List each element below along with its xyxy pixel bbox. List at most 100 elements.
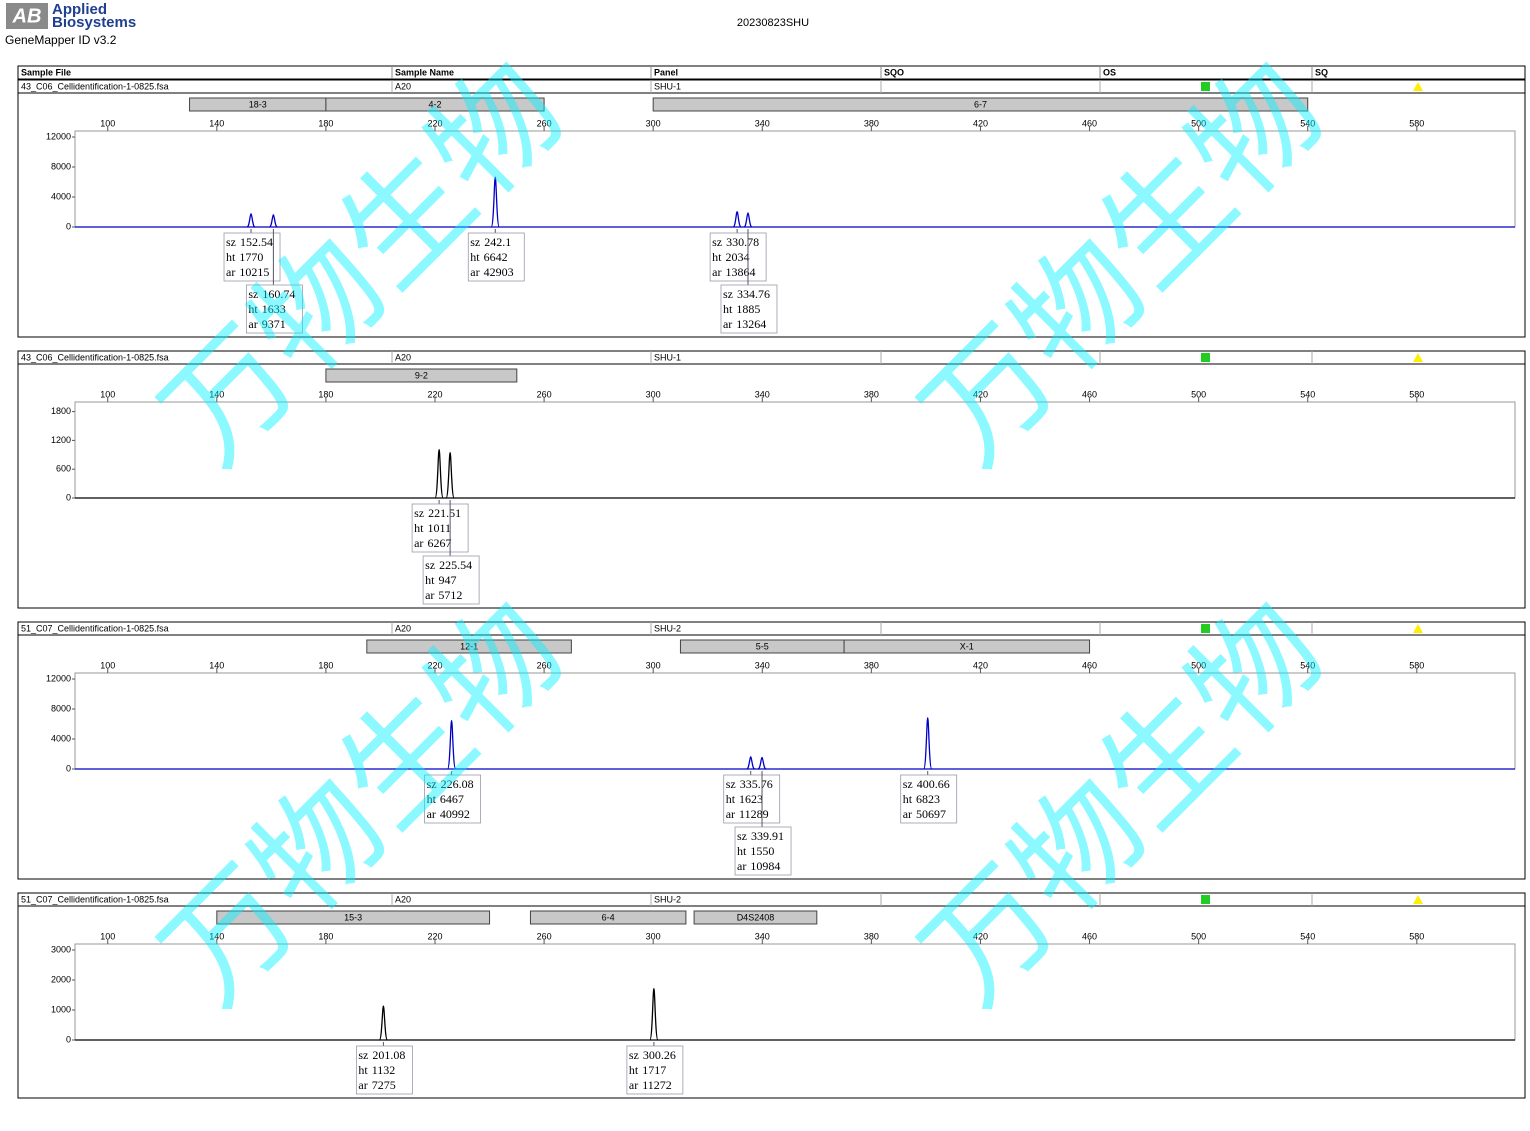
- x-tick-label: 260: [537, 660, 552, 670]
- peak-label: ar 40992: [427, 807, 470, 821]
- brand: Biosystems: [52, 14, 136, 31]
- field-value: 5712: [438, 588, 462, 602]
- peak-label: ht 6823: [903, 792, 940, 806]
- y-tick-label: 12000: [46, 131, 71, 141]
- x-tick-label: 180: [318, 660, 333, 670]
- field-name: sz: [629, 1048, 639, 1062]
- peak-label: sz 339.91: [737, 829, 784, 843]
- x-tick-label: 500: [1191, 660, 1206, 670]
- peak-label: sz 221.51: [414, 506, 461, 520]
- field-name: ar: [903, 807, 912, 821]
- x-tick-label: 420: [973, 660, 988, 670]
- y-tick-label: 0: [66, 1034, 71, 1044]
- marker-label: 9-2: [415, 370, 428, 380]
- panel-frame: [17, 892, 1526, 1099]
- field-value: 1132: [372, 1063, 396, 1077]
- label-box: [411, 503, 469, 553]
- x-tick-label: 460: [1082, 118, 1097, 128]
- marker-label: D4S2408: [737, 912, 775, 922]
- panel-name: SHU-2: [654, 623, 681, 633]
- peak: [649, 987, 659, 1041]
- field-name: ht: [414, 521, 424, 535]
- y-tick-label: 8000: [51, 161, 71, 171]
- x-tick-label: 340: [755, 660, 770, 670]
- x-tick-label: 380: [864, 660, 879, 670]
- sample-file: 51_C07_Cellidentification-1-0825.fsa: [21, 894, 169, 904]
- peak-label: sz 160.74: [248, 287, 295, 301]
- field-value: 50697: [916, 807, 946, 821]
- x-tick-label: 580: [1409, 389, 1424, 399]
- y-tick-label: 1200: [51, 435, 71, 445]
- peak-label: sz 225.54: [425, 558, 472, 572]
- label-box: [723, 774, 781, 824]
- y-tick-label: 1800: [51, 406, 71, 416]
- field-value: 6823: [916, 792, 940, 806]
- field-name: ar: [723, 317, 732, 331]
- field-value: 13864: [725, 265, 755, 279]
- status-ok: [1201, 82, 1210, 91]
- field-value: 242.1: [484, 235, 511, 249]
- x-tick-label: 420: [973, 389, 988, 399]
- y-tick-label: 0: [66, 492, 71, 502]
- label-box: [424, 774, 481, 824]
- peak-label: sz 300.26: [629, 1048, 676, 1062]
- y-tick-label: 1000: [51, 1004, 71, 1014]
- peak-label: ar 10984: [737, 859, 780, 873]
- field-value: 11289: [739, 807, 769, 821]
- field-value: 6267: [427, 536, 451, 550]
- marker-bin: [652, 97, 1309, 112]
- peak: [434, 448, 444, 499]
- title: 20230823SHU: [737, 17, 809, 29]
- marker-bin: [325, 97, 545, 112]
- x-tick-label: 580: [1409, 118, 1424, 128]
- peak: [923, 717, 933, 770]
- marker-bin: [843, 639, 1091, 654]
- peak-label: ht 1770: [226, 250, 263, 264]
- peak: [743, 212, 753, 228]
- logo: AB: [12, 5, 42, 27]
- x-tick-label: 500: [1191, 389, 1206, 399]
- peak-label: ht 1717: [629, 1063, 666, 1077]
- field-value: 1623: [739, 792, 763, 806]
- sample-name: A20: [395, 81, 411, 91]
- sample-name: A20: [395, 352, 411, 362]
- peak-label: sz 400.66: [903, 777, 950, 791]
- panel-frame: [17, 350, 1526, 609]
- marker-label: 15-3: [344, 912, 362, 922]
- field-value: 339.91: [751, 829, 784, 843]
- x-tick-label: 180: [318, 389, 333, 399]
- header-row: [17, 65, 1526, 80]
- peak: [732, 211, 742, 228]
- field-value: 334.76: [737, 287, 770, 301]
- peak: [269, 214, 278, 228]
- status-warn: [1413, 624, 1423, 633]
- field-name: ar: [414, 536, 423, 550]
- x-tick-label: 140: [209, 118, 224, 128]
- panel-name: SHU-1: [654, 81, 681, 91]
- marker-bin: [325, 368, 518, 383]
- field-name: sz: [712, 235, 722, 249]
- field-name: ht: [737, 844, 747, 858]
- column-header: Sample File: [21, 67, 71, 77]
- field-name: sz: [903, 777, 913, 791]
- peak: [445, 451, 455, 499]
- x-tick-label: 260: [537, 389, 552, 399]
- peak: [246, 213, 256, 228]
- peak-label: ht 1132: [358, 1063, 395, 1077]
- x-tick-label: 300: [646, 660, 661, 670]
- status-warn: [1413, 82, 1423, 91]
- peak-label: sz 242.1: [470, 235, 511, 249]
- field-value: 330.78: [726, 235, 759, 249]
- peak-label: ar 13864: [712, 265, 755, 279]
- field-name: ar: [737, 859, 746, 873]
- peak-label: ar 6267: [414, 536, 451, 550]
- marker-label: 5-5: [756, 641, 769, 651]
- marker-label: 12-1: [460, 641, 478, 651]
- status-ok: [1201, 624, 1210, 633]
- x-tick-label: 500: [1191, 931, 1206, 941]
- field-value: 400.66: [917, 777, 950, 791]
- peak-label: ar 7275: [358, 1078, 395, 1092]
- y-tick-label: 3000: [51, 944, 71, 954]
- label-box: [626, 1045, 684, 1095]
- field-name: ht: [470, 250, 480, 264]
